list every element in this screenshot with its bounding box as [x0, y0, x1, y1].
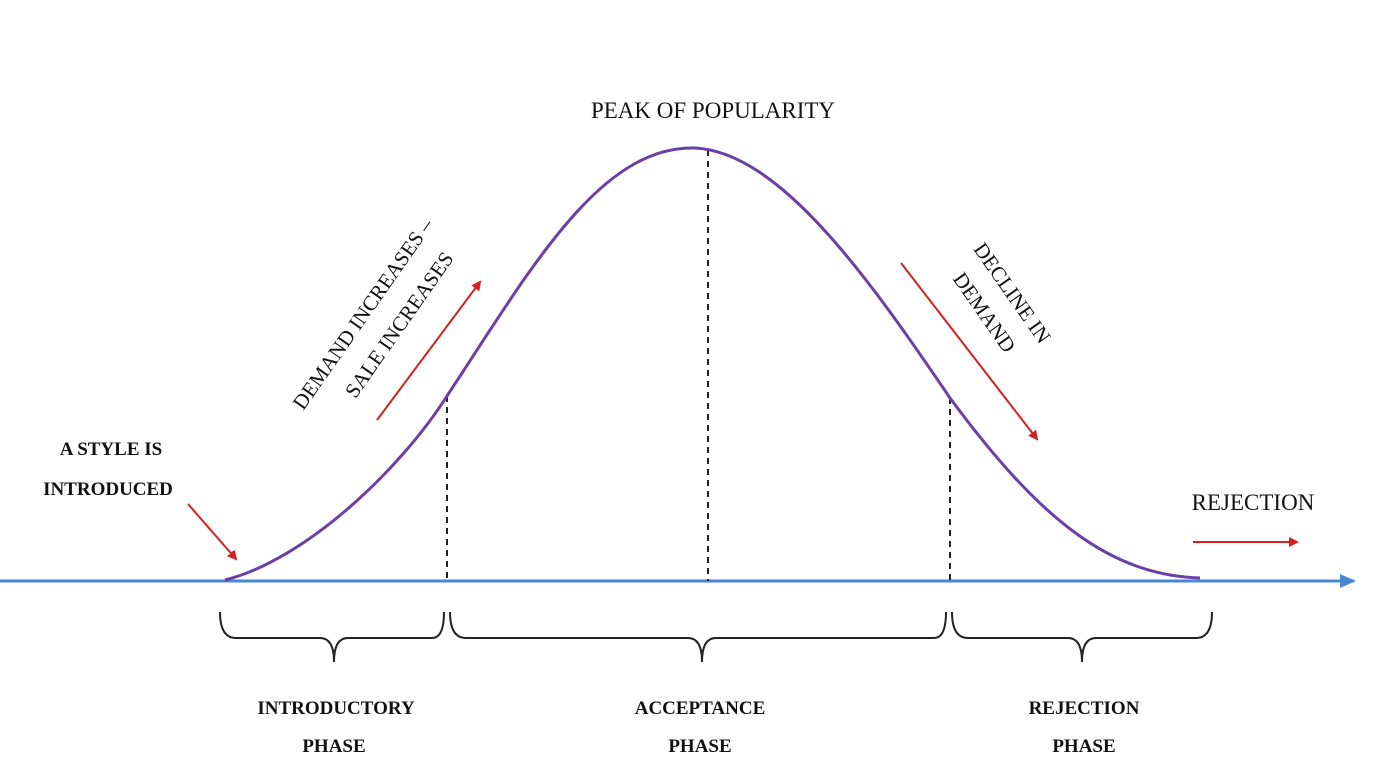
rejection-phase-brace: [951, 611, 1213, 663]
introductory-phase-label-line1: INTRODUCTORY: [257, 698, 415, 719]
popularity-curve: [224, 146, 1201, 582]
demand-increases-arrow: [376, 280, 482, 421]
style-introduced-label-line2: INTRODUCED: [43, 479, 173, 500]
decline-demand-arrow: [900, 262, 1039, 441]
style-introduced-label-line1: A STYLE IS: [60, 439, 162, 460]
rejection-phase-label-line1: REJECTION: [1029, 698, 1140, 719]
introductory-phase-brace: [219, 611, 445, 663]
rejection-phase-label-line2: PHASE: [1052, 736, 1115, 757]
acceptance-phase-brace: [449, 611, 947, 663]
peak-of-popularity-label: PEAK OF POPULARITY: [591, 98, 835, 123]
rejection-label: REJECTION: [1192, 490, 1315, 515]
acceptance-phase-label-line1: ACCEPTANCE: [635, 698, 766, 719]
introductory-phase-label-line2: PHASE: [302, 736, 365, 757]
style-introduced-arrow: [187, 503, 238, 561]
acceptance-phase-label-line2: PHASE: [668, 736, 731, 757]
